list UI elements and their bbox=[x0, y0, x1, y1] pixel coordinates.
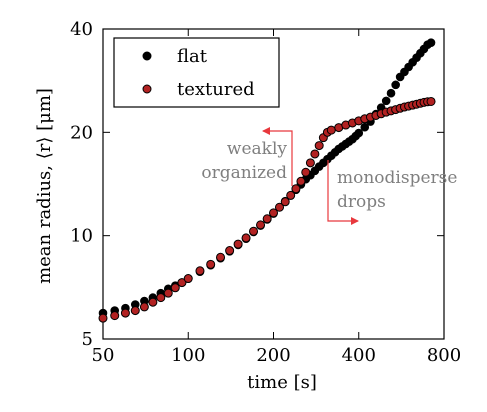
data-point-textured bbox=[195, 266, 205, 276]
data-point-textured bbox=[206, 259, 216, 269]
data-point-textured bbox=[249, 226, 259, 236]
data-point-flat bbox=[381, 96, 391, 106]
data-point-textured bbox=[301, 167, 311, 177]
data-point-flat bbox=[386, 88, 396, 98]
data-point-textured bbox=[275, 202, 284, 212]
x-tick-label: 400 bbox=[342, 345, 376, 366]
legend: flat textured bbox=[113, 37, 280, 108]
y-tick-label: 40 bbox=[70, 19, 93, 40]
data-point-textured bbox=[216, 252, 226, 262]
x-tick-label: 50 bbox=[92, 345, 115, 366]
legend-label-flat: flat bbox=[177, 46, 208, 67]
data-points bbox=[98, 38, 436, 323]
data-point-textured bbox=[183, 274, 193, 284]
data-point-flat bbox=[354, 128, 364, 138]
data-point-textured bbox=[170, 283, 180, 293]
data-point-textured bbox=[286, 190, 296, 200]
data-point-textured bbox=[110, 311, 120, 321]
data-point-textured bbox=[163, 288, 173, 298]
y-axis-label: mean radius, ⟨r⟩ [μm] bbox=[34, 88, 55, 284]
annotation-monodisperse-drops: drops bbox=[337, 192, 386, 212]
legend-marker-flat bbox=[142, 51, 152, 61]
data-point-textured bbox=[426, 96, 436, 106]
data-point-textured bbox=[156, 293, 166, 303]
arrow-weakly-organized bbox=[262, 127, 293, 186]
data-point-textured bbox=[225, 246, 235, 256]
data-point-textured bbox=[130, 306, 140, 316]
legend-box bbox=[113, 37, 280, 108]
data-point-textured bbox=[120, 308, 130, 318]
data-point-textured bbox=[256, 220, 266, 230]
legend-label-textured: textured bbox=[177, 79, 255, 100]
data-point-textured bbox=[326, 125, 336, 135]
data-point-textured bbox=[291, 184, 301, 194]
y-tick-label: 20 bbox=[70, 122, 93, 143]
data-point-textured bbox=[305, 158, 315, 168]
data-point-flat bbox=[391, 80, 400, 90]
annotation-weakly-organized: organized bbox=[201, 163, 287, 183]
data-point-textured bbox=[296, 176, 306, 186]
data-point-textured bbox=[262, 214, 272, 224]
data-point-textured bbox=[177, 278, 187, 288]
data-point-textured bbox=[241, 233, 251, 243]
annotations: weakly organized monodisperse drops bbox=[201, 127, 457, 225]
annotation-monodisperse-drops: monodisperse bbox=[337, 168, 457, 188]
data-point-textured bbox=[98, 313, 108, 323]
annotation-weakly-organized: weakly bbox=[227, 139, 287, 159]
x-tick-label: 200 bbox=[256, 345, 290, 366]
data-point-textured bbox=[139, 302, 149, 312]
data-point-textured bbox=[148, 297, 158, 307]
data-point-textured bbox=[314, 141, 324, 151]
data-point-flat bbox=[426, 38, 436, 47]
x-axis-label: time [s] bbox=[247, 372, 317, 393]
data-point-textured bbox=[280, 197, 290, 207]
x-tick-label: 100 bbox=[171, 345, 205, 366]
arrow-monodisperse-drops bbox=[327, 160, 359, 225]
data-point-textured bbox=[310, 149, 320, 159]
y-tick-label: 5 bbox=[82, 329, 93, 350]
data-point-textured bbox=[233, 239, 243, 249]
x-tick-label: 800 bbox=[427, 345, 461, 366]
data-point-textured bbox=[269, 208, 278, 218]
axis-ticks: 50 100 200 400 800 5 10 20 40 bbox=[70, 19, 461, 366]
y-tick-label: 10 bbox=[70, 226, 93, 247]
series-textured bbox=[98, 96, 436, 323]
legend-marker-textured bbox=[142, 84, 152, 94]
